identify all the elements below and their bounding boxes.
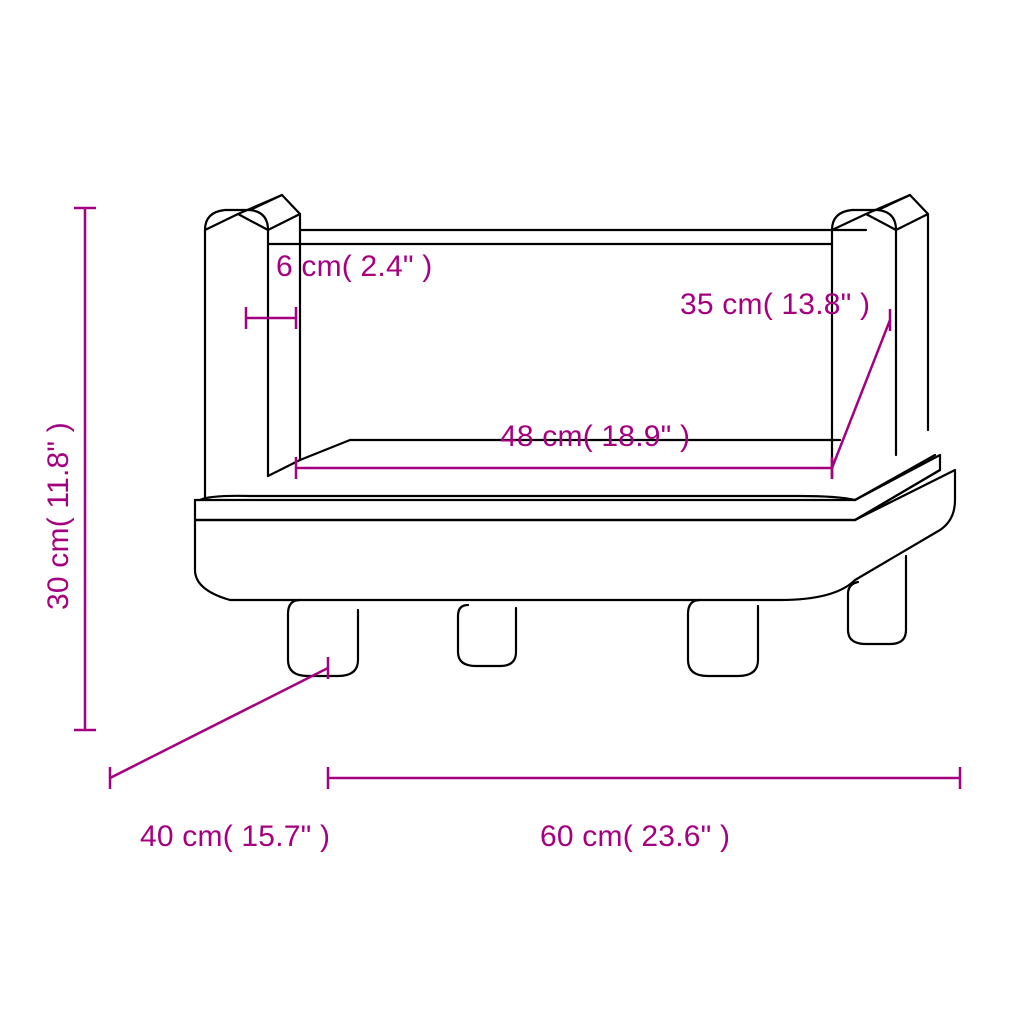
label-seat-width: 48 cm( 18.9" ) — [500, 420, 690, 454]
diagram-stage: 30 cm( 11.8" ) 40 cm( 15.7" ) 60 cm( 23.… — [0, 0, 1024, 1024]
label-height: 30 cm( 11.8" ) — [42, 422, 76, 610]
diagram-svg — [0, 0, 1024, 1024]
label-arm-thick: 6 cm( 2.4" ) — [276, 250, 432, 284]
label-seat-depth: 35 cm( 13.8" ) — [680, 288, 870, 322]
label-depth: 40 cm( 15.7" ) — [140, 820, 330, 854]
label-width: 60 cm( 23.6" ) — [540, 820, 730, 854]
